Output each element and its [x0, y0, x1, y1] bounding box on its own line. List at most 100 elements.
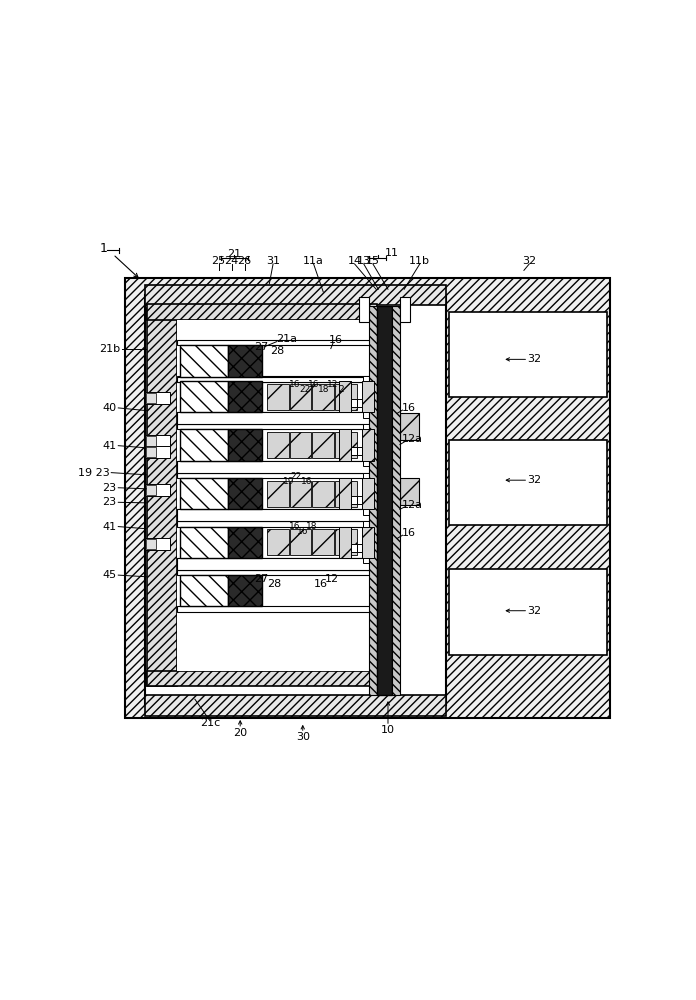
Bar: [177, 461, 379, 466]
Text: 21c: 21c: [200, 718, 220, 728]
Bar: [180, 381, 228, 412]
Text: 32: 32: [528, 354, 541, 364]
Bar: [180, 575, 228, 606]
Bar: [145, 435, 170, 447]
Bar: [177, 377, 379, 382]
Bar: [377, 306, 393, 695]
Bar: [146, 447, 156, 457]
Bar: [228, 429, 262, 461]
Bar: [400, 478, 419, 505]
Bar: [351, 496, 356, 504]
Text: 30: 30: [296, 732, 310, 742]
Text: 1: 1: [100, 242, 107, 255]
Bar: [177, 412, 379, 418]
Bar: [340, 429, 351, 461]
Bar: [146, 539, 156, 549]
Bar: [177, 558, 379, 570]
Text: 15: 15: [366, 256, 380, 266]
Bar: [177, 570, 379, 575]
Text: 23: 23: [102, 497, 117, 507]
Bar: [228, 381, 262, 412]
Text: 16: 16: [301, 477, 313, 486]
Text: 21: 21: [227, 249, 242, 259]
Bar: [146, 485, 156, 495]
Bar: [335, 481, 356, 507]
Text: 16: 16: [314, 579, 328, 589]
Bar: [359, 297, 369, 322]
Bar: [146, 436, 156, 446]
Bar: [145, 484, 170, 496]
Text: 12a: 12a: [402, 500, 423, 510]
Bar: [180, 527, 228, 558]
Bar: [313, 432, 334, 458]
Bar: [313, 384, 334, 410]
Bar: [177, 473, 379, 478]
Text: 16: 16: [329, 335, 343, 345]
Bar: [177, 412, 379, 424]
Bar: [313, 529, 334, 555]
Bar: [362, 381, 374, 412]
Bar: [363, 521, 369, 563]
Bar: [177, 606, 379, 612]
Bar: [180, 478, 228, 509]
Bar: [363, 473, 369, 515]
Bar: [148, 671, 377, 686]
Bar: [177, 521, 379, 527]
Bar: [148, 304, 377, 320]
Bar: [450, 569, 607, 655]
Text: 24: 24: [224, 256, 239, 266]
Text: 12: 12: [326, 380, 338, 389]
Bar: [335, 432, 356, 458]
Bar: [356, 544, 362, 552]
Bar: [313, 481, 334, 507]
Bar: [356, 399, 362, 407]
Text: 16: 16: [308, 380, 319, 389]
Text: 10: 10: [381, 725, 395, 735]
Bar: [362, 527, 374, 558]
Bar: [180, 345, 228, 377]
Text: 13: 13: [357, 256, 371, 266]
Text: 28: 28: [267, 579, 281, 589]
Text: 11b: 11b: [409, 256, 430, 266]
Bar: [290, 432, 311, 458]
Bar: [177, 509, 379, 515]
Bar: [363, 424, 369, 466]
Bar: [180, 429, 228, 461]
Text: 28: 28: [270, 346, 285, 356]
Text: 40: 40: [102, 403, 117, 413]
Bar: [267, 432, 289, 458]
Bar: [125, 278, 610, 718]
Text: 19 23: 19 23: [78, 468, 110, 478]
Text: 41: 41: [102, 441, 117, 451]
Bar: [351, 447, 356, 455]
Bar: [351, 399, 356, 407]
Bar: [356, 496, 362, 504]
Bar: [340, 478, 351, 509]
Bar: [228, 478, 262, 509]
Text: 12: 12: [325, 574, 339, 584]
Text: 18: 18: [317, 385, 329, 394]
Bar: [335, 529, 356, 555]
Text: 20: 20: [233, 728, 247, 738]
Text: 22: 22: [300, 385, 311, 394]
Bar: [177, 461, 379, 473]
Text: 26: 26: [237, 256, 251, 266]
Bar: [145, 695, 446, 716]
Text: 21b: 21b: [100, 344, 120, 354]
Text: 12a: 12a: [402, 434, 423, 444]
Bar: [335, 384, 356, 410]
Text: 14: 14: [347, 256, 362, 266]
Bar: [177, 376, 379, 381]
Bar: [363, 376, 369, 418]
Text: 27: 27: [254, 342, 269, 352]
Bar: [340, 381, 351, 412]
Bar: [177, 340, 379, 345]
Bar: [267, 481, 289, 507]
Text: 16: 16: [289, 522, 301, 531]
Bar: [362, 429, 374, 461]
Bar: [145, 538, 170, 550]
Bar: [146, 393, 156, 403]
Text: 11a: 11a: [303, 256, 324, 266]
Bar: [177, 509, 379, 521]
Bar: [177, 320, 377, 671]
